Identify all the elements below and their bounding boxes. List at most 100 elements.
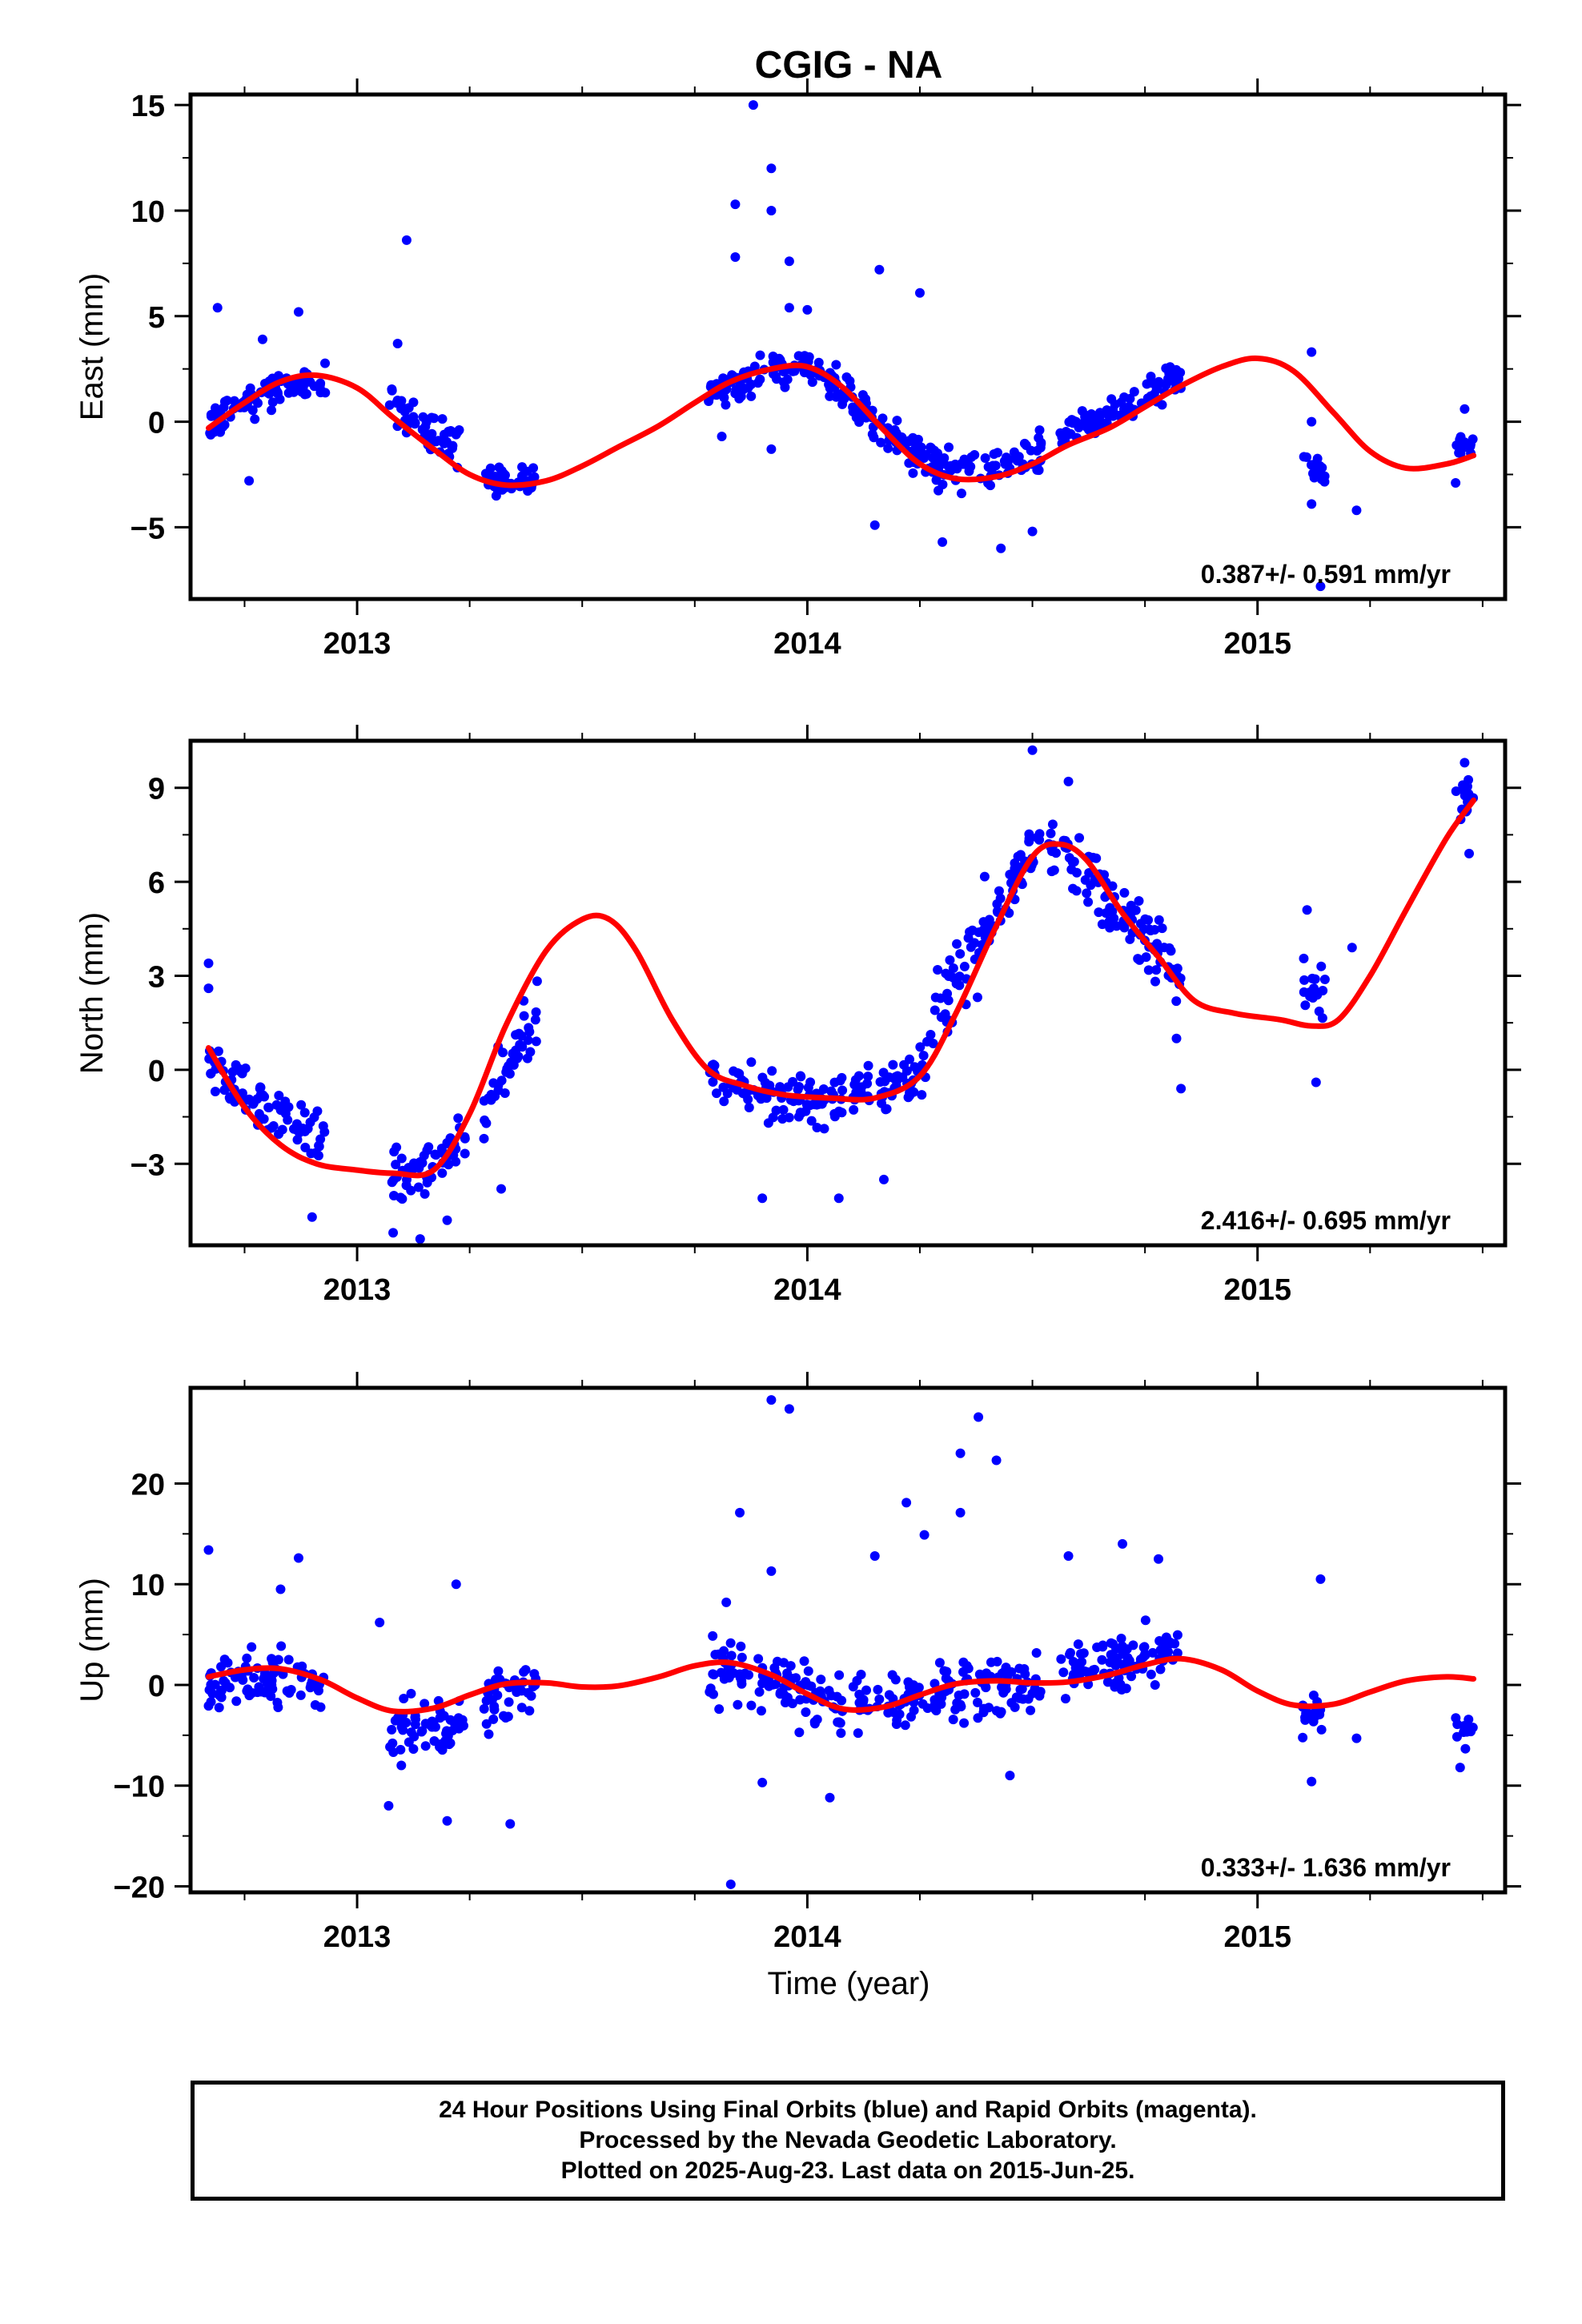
data-point: [1308, 1716, 1319, 1727]
data-point: [934, 485, 944, 496]
data-point: [982, 921, 992, 931]
data-point: [1086, 408, 1097, 419]
data-point: [296, 1100, 307, 1110]
data-point: [1114, 410, 1124, 420]
data-point: [460, 1132, 470, 1142]
data-point: [500, 1088, 510, 1098]
data-point: [755, 350, 765, 360]
data-point: [1307, 1776, 1317, 1787]
data-point: [453, 426, 464, 436]
data-point: [952, 464, 962, 474]
data-point: [972, 992, 982, 1003]
data-point: [708, 1077, 718, 1088]
data-point: [746, 1057, 757, 1068]
data-point: [1110, 1660, 1121, 1671]
data-point: [1147, 1647, 1158, 1658]
data-point: [788, 1076, 798, 1087]
data-point: [1125, 393, 1135, 404]
data-point: [1299, 953, 1309, 963]
data-point: [284, 1688, 295, 1699]
data-point: [1454, 448, 1464, 458]
data-point: [888, 1707, 898, 1718]
data-point: [1458, 780, 1468, 790]
data-point: [1143, 965, 1154, 975]
data-point: [220, 1678, 231, 1688]
data-point: [1140, 1649, 1150, 1659]
data-point: [794, 1727, 805, 1738]
data-point: [995, 893, 1006, 903]
data-point: [905, 1054, 915, 1064]
data-point: [711, 1088, 721, 1099]
data-point: [223, 1658, 233, 1668]
data-point: [777, 1114, 788, 1124]
data-point: [948, 1715, 958, 1725]
data-point: [801, 1707, 811, 1718]
data-point: [1106, 394, 1117, 404]
data-point: [445, 1715, 456, 1725]
data-point: [1060, 1694, 1070, 1704]
data-point: [730, 251, 741, 262]
data-point: [1047, 819, 1058, 830]
data-point: [835, 1718, 845, 1728]
data-point: [276, 1641, 287, 1651]
data-point: [1456, 440, 1466, 451]
data-point: [401, 235, 412, 245]
data-point: [737, 1652, 747, 1663]
data-point: [1105, 923, 1115, 933]
data-point: [1058, 1667, 1069, 1678]
data-point: [453, 1113, 464, 1124]
data-point: [1166, 946, 1176, 956]
data-point: [979, 871, 990, 882]
data-point: [255, 1082, 266, 1092]
data-point: [1026, 445, 1036, 456]
data-point: [315, 1134, 326, 1144]
data-point: [1018, 1694, 1028, 1704]
data-point: [1005, 1771, 1015, 1781]
data-point: [878, 1174, 889, 1184]
data-point: [737, 1676, 747, 1687]
y-axis-label: East (mm): [74, 273, 110, 420]
data-point: [458, 1720, 468, 1731]
data-point: [754, 1687, 765, 1697]
data-point: [206, 429, 216, 440]
data-point: [229, 396, 239, 406]
data-point: [313, 1151, 323, 1161]
data-point: [766, 163, 777, 174]
data-point: [1307, 416, 1317, 427]
data-point: [309, 1112, 319, 1123]
data-point: [1061, 427, 1071, 437]
x-tick-label: 2014: [773, 627, 841, 661]
data-point: [1056, 1654, 1066, 1664]
data-point: [1316, 961, 1327, 971]
y-tick-label: 5: [148, 301, 165, 335]
y-tick-label: 10: [131, 195, 165, 229]
data-point: [901, 1498, 912, 1508]
data-point: [950, 1704, 961, 1715]
data-point: [263, 1103, 274, 1113]
data-point: [524, 1706, 535, 1716]
data-point: [1459, 1721, 1469, 1731]
data-point: [525, 1047, 536, 1057]
data-point: [996, 1707, 1006, 1717]
data-point: [935, 455, 946, 465]
fit-line: [206, 355, 1477, 489]
data-point: [1097, 919, 1107, 930]
data-point: [310, 1700, 320, 1711]
data-point: [725, 1879, 736, 1889]
data-point: [818, 1084, 829, 1094]
data-point: [250, 414, 260, 424]
data-point: [531, 1007, 541, 1017]
data-point: [825, 1792, 835, 1803]
data-point: [410, 1712, 420, 1723]
data-point: [908, 468, 918, 478]
data-point: [887, 1670, 897, 1680]
data-point: [1063, 1551, 1074, 1561]
data-point: [725, 1638, 736, 1648]
data-point: [442, 1815, 452, 1826]
data-point: [496, 1076, 507, 1086]
data-point: [299, 1108, 310, 1118]
data-point: [267, 405, 277, 416]
data-point: [1088, 852, 1098, 862]
data-point: [766, 1395, 777, 1405]
y-tick-label: 6: [148, 866, 165, 900]
